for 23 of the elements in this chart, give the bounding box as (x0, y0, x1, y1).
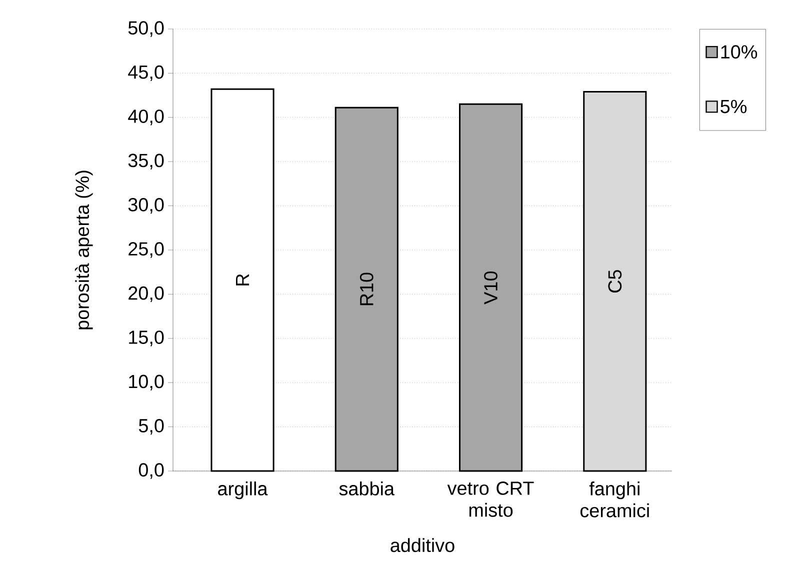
x-tick-label: argilla (218, 482, 268, 500)
y-tick-label: 50,0 (128, 21, 164, 37)
y-tick-label: 5,0 (138, 418, 164, 435)
x-tick-label: sabbia (339, 482, 395, 496)
y-tick-label: 40,0 (128, 110, 164, 126)
annotation: C5 (608, 270, 622, 293)
y-axis-title: porosità aperta (%) (74, 170, 93, 330)
annotation: R10 (360, 272, 374, 306)
annotation: V10 (484, 271, 498, 304)
x-tick-label: vetro CRT misto (447, 482, 534, 517)
legend-label: 5% (720, 100, 747, 114)
y-tick-label: 45,0 (128, 65, 164, 82)
y-tick-label: 15,0 (129, 330, 164, 346)
y-tick-label: 10,0 (129, 374, 164, 390)
y-tick-label: 20,0 (128, 286, 164, 302)
x-axis-title: additivo (390, 538, 454, 552)
y-tick-label: 25,0 (128, 242, 164, 258)
y-tick-label: 35,0 (128, 154, 164, 170)
x-tick-label: fanghi ceramici (580, 482, 649, 518)
annotation: R (236, 274, 250, 286)
legend-label: 10% (721, 45, 758, 59)
y-tick-label: 0,0 (138, 463, 164, 479)
y-tick-label: 30,0 (128, 198, 164, 214)
